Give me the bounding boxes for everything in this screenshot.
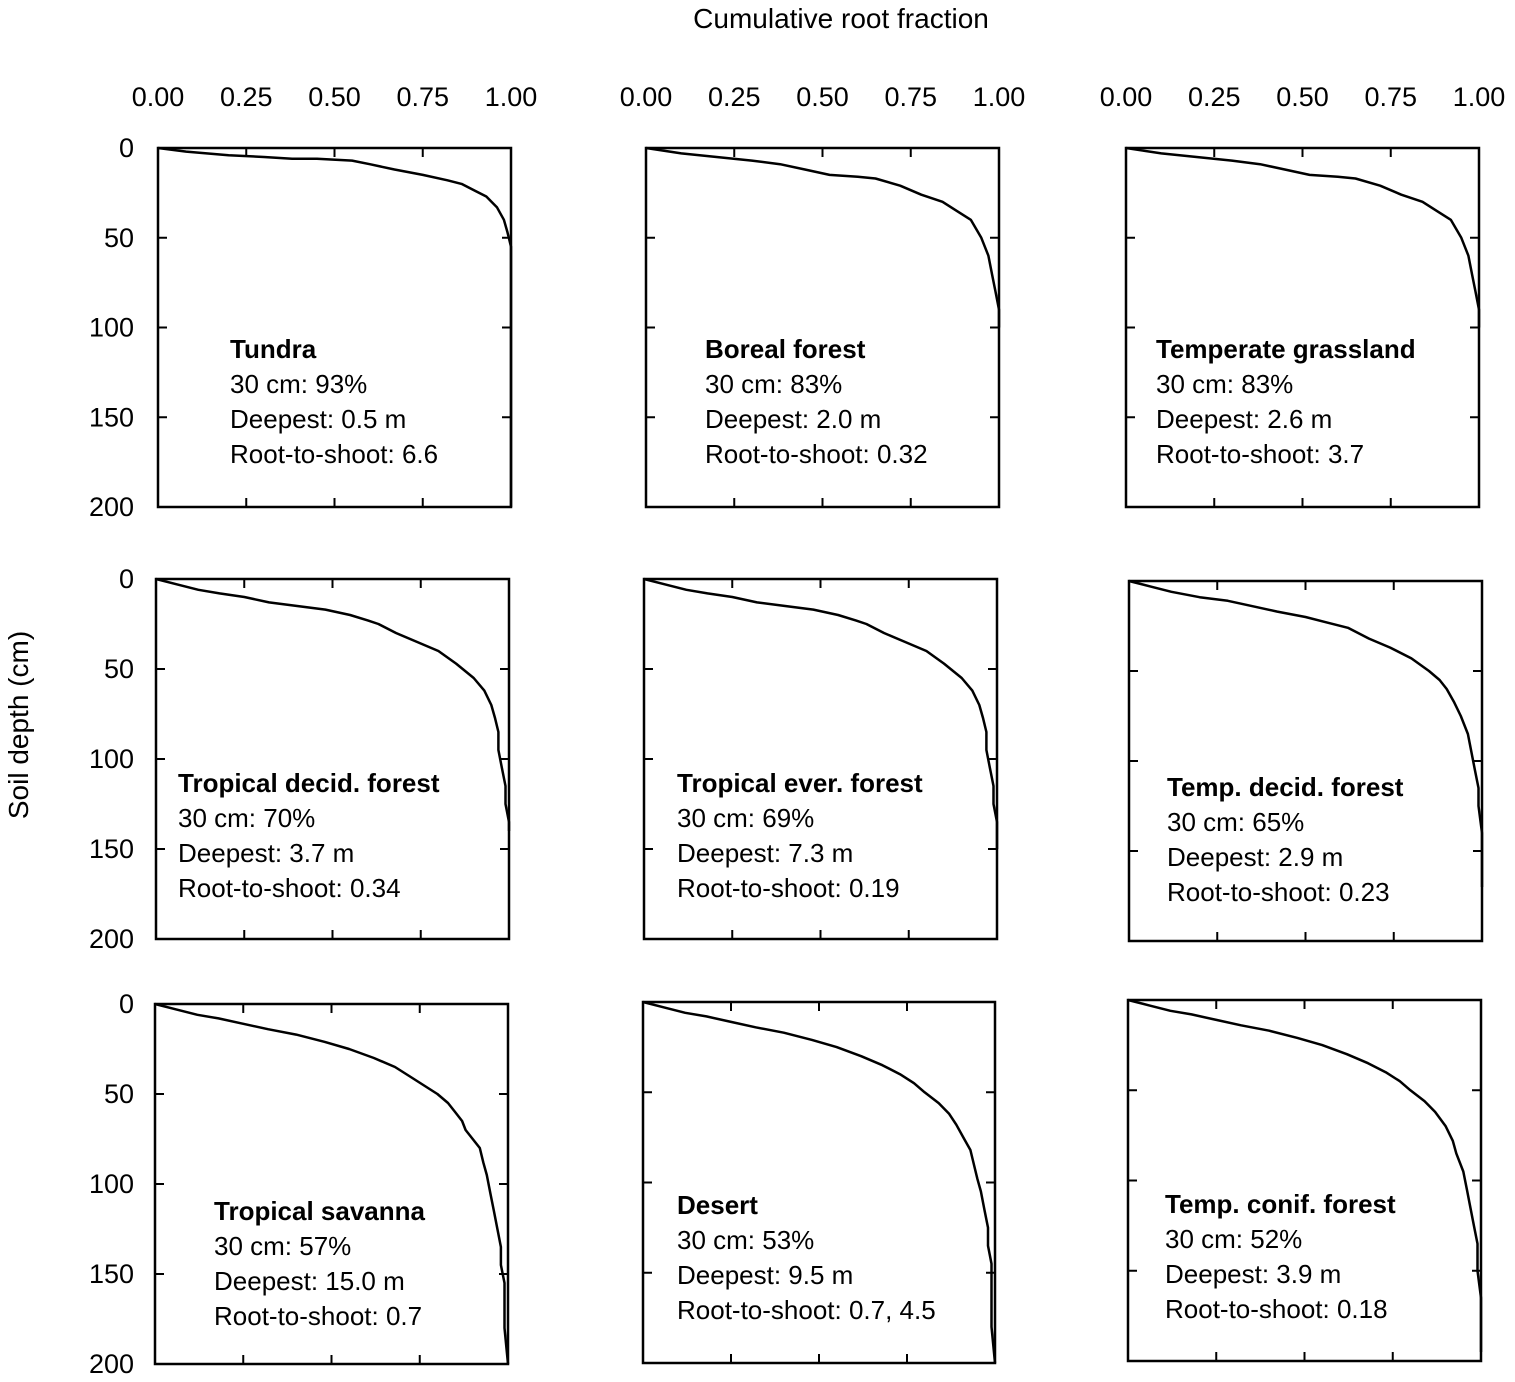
panel: 0 50 100 150 200 Tropical decid. forest 30 cm:…	[89, 564, 511, 954]
biome-stat: 30 cm: 93%	[230, 369, 367, 399]
biome-stat: 30 cm: 83%	[1156, 369, 1293, 399]
biome-stat: Root-to-shoot: 0.7, 4.5	[677, 1295, 936, 1325]
y-tick-label: 50	[104, 1079, 134, 1109]
biome-stat: Root-to-shoot: 6.6	[230, 439, 438, 469]
y-tick-label: 150	[89, 402, 134, 432]
root-profile-line	[155, 577, 511, 831]
biome-stat: Deepest: 0.5 m	[230, 404, 406, 434]
y-tick-label: 0	[119, 989, 134, 1019]
biome-stat: 30 cm: 83%	[705, 369, 842, 399]
x-tick-label: 0.75	[396, 82, 449, 112]
y-tick-label: 100	[89, 313, 134, 343]
y-tick-label: 150	[89, 834, 134, 864]
biome-name: Boreal forest	[705, 334, 866, 364]
biome-name: Tropical ever. forest	[677, 768, 923, 798]
x-tick-label: 0.00	[620, 82, 673, 112]
y-tick-label: 0	[119, 133, 134, 163]
x-axis-title: Cumulative root fraction	[693, 3, 989, 34]
panel: 0.00 0.25 0.50 0.75 1.00 Temperate grassland 3…	[1100, 82, 1506, 509]
biome-stat: Deepest: 9.5 m	[677, 1260, 853, 1290]
root-profile-line	[1125, 146, 1481, 328]
x-tick-label: 1.00	[973, 82, 1026, 112]
biome-stat: Deepest: 3.9 m	[1165, 1259, 1341, 1289]
root-profile-line	[642, 1000, 997, 1364]
root-profile-line	[154, 1002, 510, 1365]
x-tick-label: 0.50	[1276, 82, 1329, 112]
root-profile-line	[645, 146, 1001, 328]
biome-name: Tropical decid. forest	[178, 768, 440, 798]
panel: 0.00 0.25 0.50 0.75 1.00 0 50 100 150 200 Tundra 30…	[89, 82, 537, 522]
y-tick-label: 50	[104, 223, 134, 253]
biome-name: Temp. decid. forest	[1167, 772, 1404, 802]
biome-name: Tundra	[230, 334, 317, 364]
y-tick-label: 200	[89, 492, 134, 522]
biome-stat: Root-to-shoot: 0.7	[214, 1301, 422, 1331]
x-tick-label: 1.00	[485, 82, 538, 112]
y-tick-label: 50	[104, 654, 134, 684]
x-tick-label: 0.25	[708, 82, 761, 112]
y-tick-label: 100	[89, 1169, 134, 1199]
panel-grid: 0.00 0.25 0.50 0.75 1.00 0 50 100 150 200 Tundra 30…	[89, 82, 1505, 1379]
root-profile-line	[157, 146, 513, 507]
panel: 0.00 0.25 0.50 0.75 1.00 Boreal forest 30 cm: …	[620, 82, 1026, 509]
biome-stat: Deepest: 2.6 m	[1156, 404, 1332, 434]
panel: Tropical ever. forest 30 cm: 69% Deepest: …	[642, 577, 999, 941]
x-tick-label: 0.50	[308, 82, 361, 112]
x-tick-label: 1.00	[1453, 82, 1506, 112]
x-tick-label: 0.00	[1100, 82, 1153, 112]
x-tick-label: 0.50	[796, 82, 849, 112]
biome-stat: 30 cm: 65%	[1167, 807, 1304, 837]
x-tick-label: 0.00	[132, 82, 185, 112]
y-tick-label: 200	[89, 1349, 134, 1379]
biome-stat: Deepest: 3.7 m	[178, 838, 354, 868]
biome-stat: Deepest: 7.3 m	[677, 838, 853, 868]
y-tick-label: 150	[89, 1259, 134, 1289]
x-tick-label: 0.25	[220, 82, 273, 112]
y-tick-label: 200	[89, 924, 134, 954]
panel: Temp. decid. forest 30 cm: 65% Deepest: 2.…	[1127, 579, 1484, 943]
biome-stat: 30 cm: 52%	[1165, 1224, 1302, 1254]
biome-stat: 30 cm: 53%	[677, 1225, 814, 1255]
biome-stat: 30 cm: 69%	[677, 803, 814, 833]
biome-stat: Root-to-shoot: 0.18	[1165, 1294, 1388, 1324]
root-profile-line	[1127, 998, 1483, 1352]
root-profile-line	[1128, 579, 1484, 887]
biome-stat: Root-to-shoot: 0.34	[178, 873, 401, 903]
biome-name: Tropical savanna	[214, 1196, 426, 1226]
panel: 0 50 100 150 200 Tropical savanna 30 cm: 57% De…	[89, 989, 510, 1379]
x-tick-label: 0.75	[884, 82, 937, 112]
x-tick-label: 0.25	[1188, 82, 1241, 112]
y-axis-title: Soil depth (cm)	[3, 631, 34, 819]
biome-name: Temp. conif. forest	[1165, 1189, 1396, 1219]
panel: Temp. conif. forest 30 cm: 52% Deepest: 3.…	[1126, 998, 1483, 1363]
biome-stat: Root-to-shoot: 0.19	[677, 873, 900, 903]
biome-name: Desert	[677, 1190, 758, 1220]
biome-stat: Deepest: 2.0 m	[705, 404, 881, 434]
biome-stat: 30 cm: 57%	[214, 1231, 351, 1261]
biome-name: Temperate grassland	[1156, 334, 1416, 364]
y-tick-label: 0	[119, 564, 134, 594]
biome-stat: Deepest: 15.0 m	[214, 1266, 405, 1296]
panel: Desert 30 cm: 53% Deepest: 9.5 m Root-to-sh…	[641, 1000, 997, 1365]
biome-stat: Root-to-shoot: 3.7	[1156, 439, 1364, 469]
biome-stat: Root-to-shoot: 0.23	[1167, 877, 1390, 907]
root-profile-line	[643, 577, 999, 849]
biome-stat: 30 cm: 70%	[178, 803, 315, 833]
x-tick-label: 0.75	[1364, 82, 1417, 112]
y-tick-label: 100	[89, 744, 134, 774]
biome-stat: Root-to-shoot: 0.32	[705, 439, 928, 469]
biome-stat: Deepest: 2.9 m	[1167, 842, 1343, 872]
